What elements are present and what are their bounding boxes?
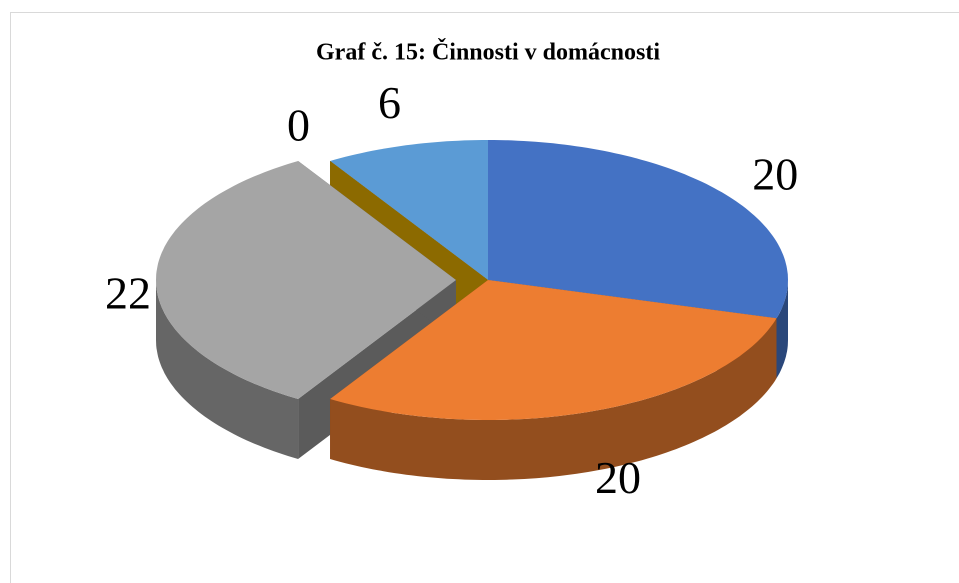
slice-side (776, 280, 788, 379)
slice-top (156, 161, 456, 399)
slice-top (330, 280, 777, 420)
data-label: 6 (378, 77, 401, 128)
slice-top (488, 140, 788, 319)
pie-slice (330, 280, 777, 480)
data-label: 20 (752, 148, 798, 199)
data-label: 22 (105, 268, 151, 319)
data-label: 0 (287, 99, 310, 150)
chart-title: Graf č. 15: Činnosti v domácnosti (316, 39, 660, 66)
slice-side (330, 318, 777, 480)
slice-side (156, 280, 299, 459)
slice-top (330, 140, 488, 280)
data-label: 20 (595, 452, 641, 503)
